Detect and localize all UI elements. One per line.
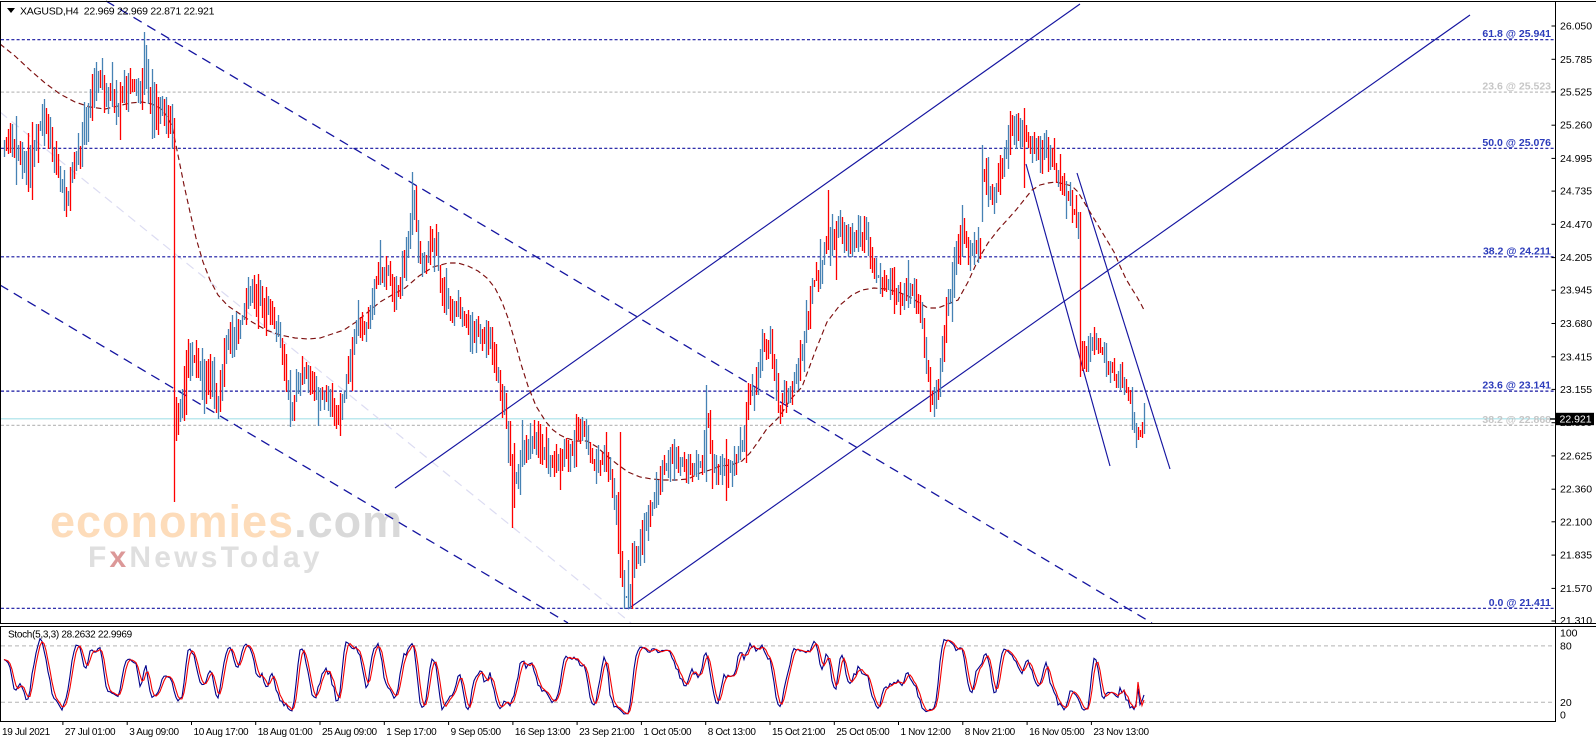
svg-text:50.0 @ 25.076: 50.0 @ 25.076 [1482,137,1551,149]
svg-text:100: 100 [1560,628,1578,640]
svg-text:25 Aug 09:00: 25 Aug 09:00 [322,727,378,738]
svg-text:22.360: 22.360 [1560,484,1592,496]
svg-text:1 Oct 05:00: 1 Oct 05:00 [643,727,692,738]
svg-text:8 Oct 13:00: 8 Oct 13:00 [708,727,757,738]
svg-text:18 Aug 01:00: 18 Aug 01:00 [258,727,314,738]
svg-text:0.0 @ 21.411: 0.0 @ 21.411 [1489,597,1551,609]
svg-text:10 Aug 17:00: 10 Aug 17:00 [194,727,250,738]
svg-text:38.2 @ 24.211: 38.2 @ 24.211 [1483,245,1551,257]
svg-text:24.995: 24.995 [1560,153,1592,165]
svg-text:Stoch(5,3,3) 28.2632 22.9969: Stoch(5,3,3) 28.2632 22.9969 [8,630,133,641]
svg-text:19 Jul 2021: 19 Jul 2021 [2,727,51,738]
svg-text:3 Aug 09:00: 3 Aug 09:00 [129,727,179,738]
svg-text:80: 80 [1560,640,1572,652]
svg-text:FxNewsToday: FxNewsToday [88,541,323,574]
svg-text:16 Nov 05:00: 16 Nov 05:00 [1029,727,1085,738]
svg-text:20: 20 [1560,697,1572,709]
svg-text:24.205: 24.205 [1560,252,1592,264]
svg-text:25.785: 25.785 [1560,54,1592,66]
svg-text:economies.com: economies.com [50,496,403,547]
svg-text:XAGUSD,H4 22.969 22.969 22.87: XAGUSD,H4 22.969 22.969 22.871 22.921 [20,6,215,18]
svg-text:1 Sep 17:00: 1 Sep 17:00 [386,727,437,738]
svg-text:25 Oct 05:00: 25 Oct 05:00 [836,727,890,738]
svg-text:16 Sep 13:00: 16 Sep 13:00 [515,727,571,738]
svg-text:22.625: 22.625 [1560,450,1592,462]
svg-text:23.6 @ 23.141: 23.6 @ 23.141 [1482,380,1551,392]
svg-text:23.680: 23.680 [1560,318,1592,330]
svg-text:9 Sep 05:00: 9 Sep 05:00 [451,727,502,738]
svg-text:25.525: 25.525 [1560,86,1592,98]
svg-text:21.835: 21.835 [1560,550,1592,562]
svg-text:22.921: 22.921 [1560,414,1592,426]
svg-text:0: 0 [1560,710,1566,722]
svg-text:27 Jul 01:00: 27 Jul 01:00 [65,727,116,738]
svg-text:24.470: 24.470 [1560,219,1592,231]
svg-text:23 Sep 21:00: 23 Sep 21:00 [579,727,635,738]
svg-text:25.260: 25.260 [1560,120,1592,132]
svg-text:61.8 @ 25.941: 61.8 @ 25.941 [1482,28,1551,40]
svg-text:23.6 @ 25.523: 23.6 @ 25.523 [1482,81,1551,93]
svg-text:15 Oct 21:00: 15 Oct 21:00 [772,727,826,738]
svg-text:26.050: 26.050 [1560,21,1592,33]
svg-text:8 Nov 21:00: 8 Nov 21:00 [965,727,1016,738]
svg-text:1 Nov 12:00: 1 Nov 12:00 [901,727,952,738]
svg-text:23.415: 23.415 [1560,351,1592,363]
svg-text:22.100: 22.100 [1560,516,1592,528]
svg-text:23.945: 23.945 [1560,285,1592,297]
svg-text:21.310: 21.310 [1560,615,1592,627]
svg-text:23.155: 23.155 [1560,384,1592,396]
svg-text:23 Nov 13:00: 23 Nov 13:00 [1093,727,1149,738]
svg-text:21.570: 21.570 [1560,583,1592,595]
svg-text:24.735: 24.735 [1560,186,1592,198]
svg-text:38.2 @ 22.868: 38.2 @ 22.868 [1482,414,1551,426]
